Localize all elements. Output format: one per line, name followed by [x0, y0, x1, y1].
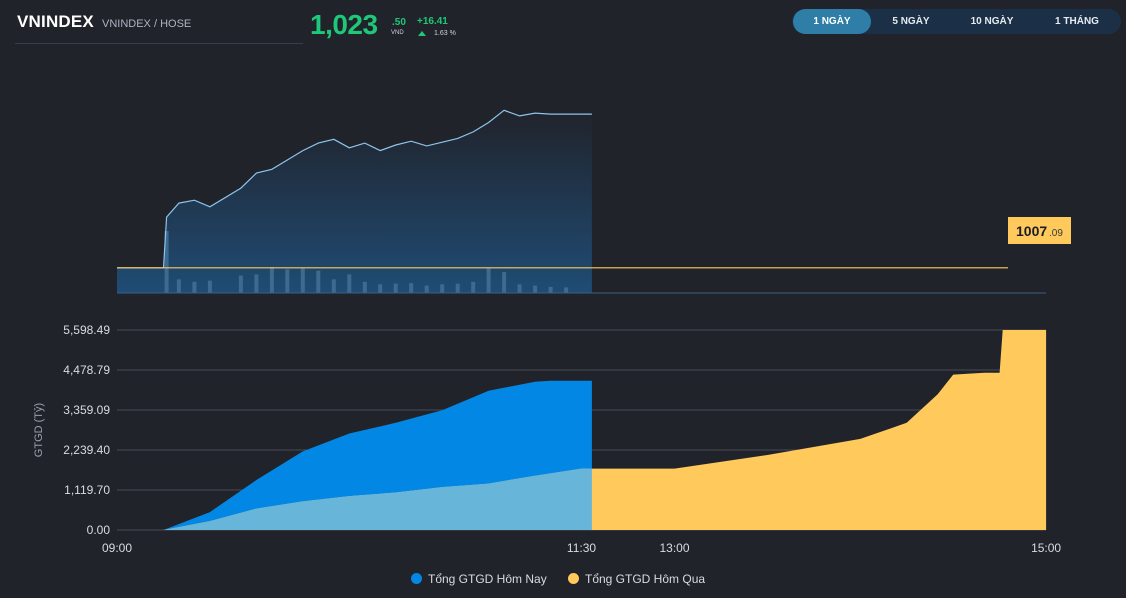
volume-bar	[393, 283, 398, 293]
price-panel	[117, 109, 1046, 294]
volume-bar	[347, 274, 352, 293]
x-tick-label: 15:00	[1031, 541, 1061, 555]
reference-price-tag: 1007 .09	[1008, 217, 1071, 244]
up-arrow-icon	[418, 31, 426, 36]
price-change: +16.41	[417, 16, 448, 27]
volume-bar	[486, 268, 491, 293]
y-tick-label: 4,478.79	[63, 363, 110, 377]
header-divider	[15, 43, 303, 44]
y-tick-label: 5,598.49	[63, 323, 110, 337]
tab-5-days[interactable]: 5 NGÀY	[892, 16, 930, 27]
volume-bar	[300, 268, 305, 293]
volume-bar	[471, 281, 476, 293]
price-change-percent: 1.63 %	[434, 30, 456, 37]
volume-bar	[331, 279, 336, 293]
legend-yesterday[interactable]: Tổng GTGD Hôm Qua	[568, 572, 705, 586]
y-tick-label: 2,239.40	[63, 443, 110, 457]
volume-bar	[192, 281, 197, 293]
volume-bar	[564, 287, 569, 293]
legend-label-today: Tổng GTGD Hôm Nay	[428, 572, 547, 586]
y-tick-label: 1,119.70	[64, 483, 110, 497]
volume-bar	[502, 271, 507, 293]
legend-today[interactable]: Tổng GTGD Hôm Nay	[411, 572, 547, 586]
volume-bar	[316, 270, 321, 293]
x-tick-label: 13:00	[659, 541, 689, 555]
legend-dot-today	[411, 573, 422, 584]
y-tick-label: 3,359.09	[63, 403, 110, 417]
price-currency: VND	[391, 30, 404, 36]
yesterday-value-area-morning	[117, 468, 592, 530]
trading-value-panel: 0.00 1,119.70 2,239.40 3,359.09 4,478.79 5,59…	[33, 323, 1061, 555]
reference-integer: 1007	[1016, 223, 1047, 239]
volume-bar	[548, 286, 553, 293]
volume-bar	[164, 231, 169, 293]
price-area	[117, 110, 592, 293]
volume-bar	[207, 280, 212, 293]
timeframe-tabs: 1 NGÀY 5 NGÀY 10 NGÀY 1 THÁNG	[792, 9, 1121, 34]
yesterday-value-area	[117, 330, 1047, 530]
price-decimal: .50	[392, 17, 406, 28]
volume-bar	[533, 285, 538, 293]
x-tick-label: 09:00	[102, 541, 132, 555]
volume-bar	[455, 283, 460, 293]
legend-dot-yesterday	[568, 573, 579, 584]
legend-label-yesterday: Tổng GTGD Hôm Qua	[585, 572, 706, 586]
tab-10-days[interactable]: 10 NGÀY	[970, 16, 1014, 27]
volume-bar	[285, 269, 290, 293]
tab-1-day[interactable]: 1 NGÀY	[793, 9, 871, 34]
price-integer: 1,023	[310, 9, 378, 40]
y-axis-label: GTGD (Tỷ)	[33, 403, 45, 457]
reference-tag-background	[1008, 217, 1071, 244]
volume-bar	[517, 284, 522, 293]
exchange-label: VNINDEX / HOSE	[102, 18, 192, 30]
volume-bar	[238, 275, 243, 293]
x-tick-label: 11:30	[567, 541, 596, 555]
volume-bar	[440, 284, 445, 293]
volume-bar	[424, 285, 429, 293]
volume-bar	[409, 283, 414, 293]
index-symbol: VNINDEX	[17, 12, 94, 31]
header: VNINDEX VNINDEX / HOSE 1,023 .50 VND +16…	[0, 0, 1126, 48]
volume-bar	[269, 267, 274, 293]
tab-1-month[interactable]: 1 THÁNG	[1055, 16, 1099, 27]
volume-bar	[176, 279, 181, 293]
volume-bar	[362, 281, 367, 293]
volume-bar	[378, 284, 383, 293]
y-tick-label: 0.00	[87, 523, 111, 537]
reference-decimal: .09	[1049, 228, 1063, 239]
price-line	[117, 109, 592, 269]
volume-bar	[254, 274, 259, 293]
